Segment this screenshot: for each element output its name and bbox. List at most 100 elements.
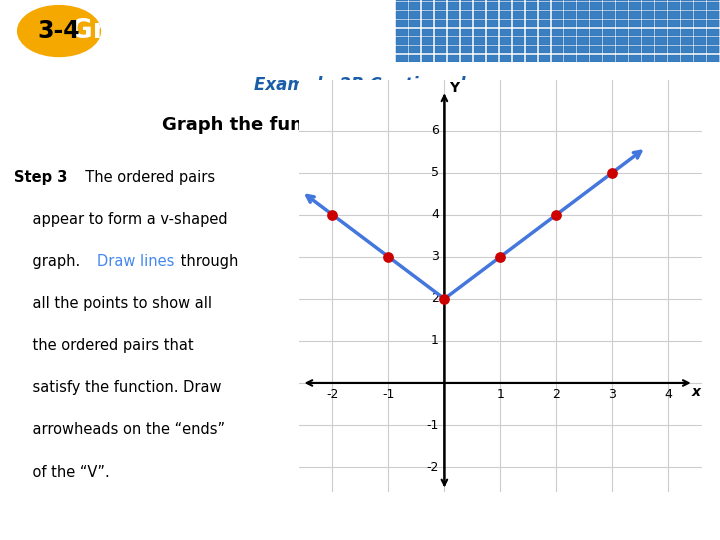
Bar	[422, 29, 433, 36]
Bar	[655, 29, 667, 36]
Bar	[564, 46, 576, 53]
Bar	[681, 20, 693, 28]
Bar	[642, 37, 654, 45]
Bar	[655, 11, 667, 18]
Bar	[409, 20, 420, 28]
Bar	[461, 29, 472, 36]
Bar	[422, 0, 433, 1]
Bar	[564, 3, 576, 10]
Text: through: through	[176, 254, 239, 269]
Bar	[500, 11, 511, 18]
Bar	[552, 3, 563, 10]
Text: the ordered pairs that: the ordered pairs that	[14, 338, 194, 353]
Bar	[422, 11, 433, 18]
Bar	[707, 11, 719, 18]
Bar	[668, 29, 680, 36]
Bar	[396, 20, 408, 28]
Bar	[629, 20, 641, 28]
Bar	[577, 3, 589, 10]
Bar	[409, 0, 420, 1]
Bar	[500, 37, 511, 45]
Bar	[616, 37, 628, 45]
Bar	[487, 20, 498, 28]
Bar	[513, 11, 524, 18]
Bar	[668, 55, 680, 62]
Bar	[461, 0, 472, 1]
Bar	[577, 11, 589, 18]
Text: 4: 4	[431, 208, 438, 221]
Bar	[409, 3, 420, 10]
Bar	[642, 3, 654, 10]
Ellipse shape	[17, 5, 101, 57]
Text: Holt Mc.Dougal Algebra 1: Holt Mc.Dougal Algebra 1	[14, 518, 165, 532]
Point	[495, 252, 506, 261]
Text: -1: -1	[426, 418, 438, 431]
Bar	[409, 29, 420, 36]
Bar	[396, 46, 408, 53]
Bar	[539, 11, 550, 18]
Bar	[668, 0, 680, 1]
Bar	[539, 29, 550, 36]
Bar	[500, 0, 511, 1]
Bar	[616, 29, 628, 36]
Bar	[681, 3, 693, 10]
Text: -2: -2	[326, 388, 338, 401]
Bar	[681, 11, 693, 18]
Bar	[500, 55, 511, 62]
Bar	[474, 11, 485, 18]
Bar	[526, 20, 537, 28]
Bar	[577, 20, 589, 28]
Bar	[539, 37, 550, 45]
Bar	[577, 29, 589, 36]
Bar	[681, 37, 693, 45]
Text: Draw lines: Draw lines	[97, 254, 174, 269]
Bar	[474, 37, 485, 45]
Bar	[590, 20, 602, 28]
Bar	[629, 55, 641, 62]
Bar	[487, 46, 498, 53]
Bar	[655, 55, 667, 62]
Bar	[564, 37, 576, 45]
Bar	[513, 55, 524, 62]
Point	[382, 252, 394, 261]
Bar	[629, 46, 641, 53]
Bar	[539, 3, 550, 10]
Bar	[603, 29, 615, 36]
Bar	[487, 3, 498, 10]
Bar	[629, 11, 641, 18]
Bar	[642, 46, 654, 53]
Bar	[422, 55, 433, 62]
Bar	[681, 46, 693, 53]
Text: Graph the function: Graph the function	[163, 116, 360, 134]
Bar	[616, 0, 628, 1]
Bar	[539, 46, 550, 53]
Bar	[681, 29, 693, 36]
Text: of the “V”.: of the “V”.	[14, 464, 110, 480]
Bar	[603, 46, 615, 53]
Bar	[526, 55, 537, 62]
Bar	[435, 46, 446, 53]
Bar	[513, 3, 524, 10]
Bar	[552, 0, 563, 1]
Bar	[552, 46, 563, 53]
Bar	[500, 29, 511, 36]
Bar	[422, 46, 433, 53]
Bar	[616, 20, 628, 28]
Bar	[603, 0, 615, 1]
Text: 3: 3	[431, 250, 438, 263]
Bar	[409, 46, 420, 53]
Bar	[435, 55, 446, 62]
Bar	[526, 0, 537, 1]
Bar	[668, 46, 680, 53]
Bar	[590, 0, 602, 1]
Bar	[616, 46, 628, 53]
Bar	[655, 46, 667, 53]
Bar	[526, 11, 537, 18]
Point	[438, 294, 450, 303]
Point	[607, 168, 618, 177]
Bar	[474, 0, 485, 1]
Bar	[603, 3, 615, 10]
Bar	[564, 55, 576, 62]
Bar	[448, 11, 459, 18]
Bar	[642, 55, 654, 62]
